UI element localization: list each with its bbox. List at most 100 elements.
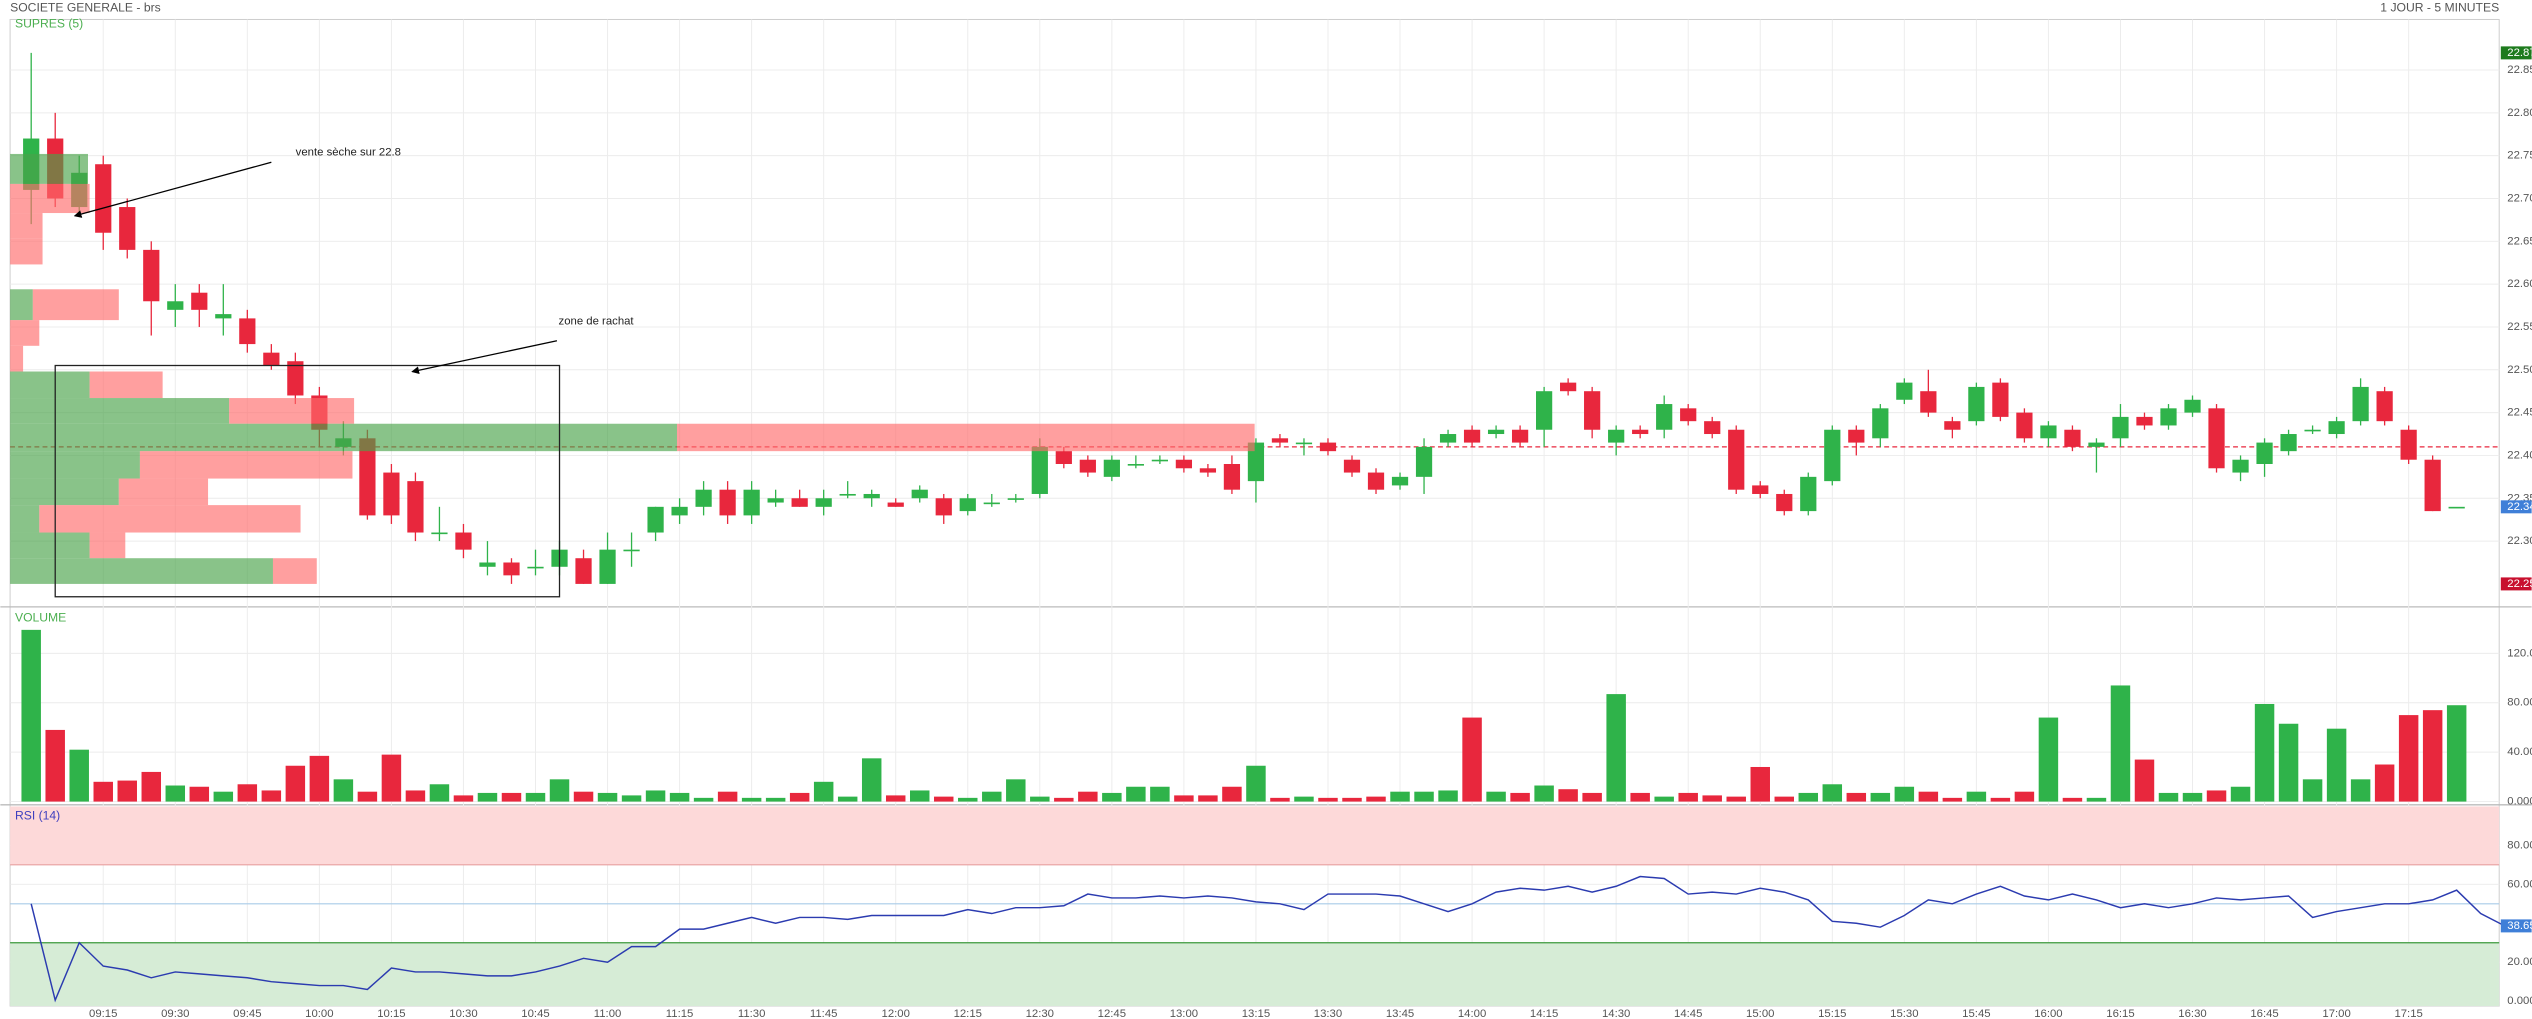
profile-sell — [10, 238, 43, 265]
candle-body — [815, 498, 832, 507]
candle-body — [2424, 459, 2441, 512]
volume-bar — [1702, 795, 1722, 802]
volume-bar — [1894, 786, 1915, 802]
x-tick-label: 09:45 — [233, 1008, 261, 1019]
profile-sell — [10, 213, 43, 239]
x-tick-label: 10:30 — [449, 1008, 477, 1019]
y-tick-label: 22.80 — [2507, 107, 2532, 119]
x-tick-label: 16:00 — [2034, 1008, 2062, 1019]
annotation: zone de rachat — [559, 315, 635, 327]
candle-body — [1704, 421, 1721, 435]
candle-body — [1944, 421, 1961, 430]
volume-bar — [741, 797, 762, 802]
candle-body — [1728, 429, 1745, 490]
y-tick-label: 22.30 — [2507, 535, 2532, 547]
rsi-tag-label: 38.65 — [2507, 920, 2532, 932]
candle-body — [2232, 459, 2249, 473]
candle-body — [1271, 438, 1289, 443]
x-tick-label: 14:15 — [1530, 1008, 1558, 1019]
profile-buy — [10, 558, 273, 584]
volume-bar — [2254, 703, 2275, 802]
candle-body — [671, 506, 688, 516]
x-tick-label: 11:00 — [594, 1008, 622, 1019]
volume-bar — [1582, 792, 1602, 802]
candle-body — [1872, 408, 1889, 439]
candle-body — [983, 502, 1000, 505]
profile-buy — [10, 451, 140, 479]
candle-body — [1584, 391, 1601, 430]
volume-bar — [213, 791, 234, 802]
candle-body — [623, 549, 640, 552]
x-tick-label: 16:15 — [2106, 1008, 2134, 1019]
candle-body — [1223, 464, 1241, 490]
volume-bar — [2014, 791, 2035, 802]
volume-bar — [1222, 786, 1242, 802]
candle-body — [479, 562, 496, 567]
x-tick-label: 11:30 — [738, 1008, 766, 1019]
volume-bar — [477, 792, 498, 802]
volume-bar — [2446, 705, 2467, 802]
volume-bar — [2086, 797, 2107, 802]
candle-body — [791, 498, 808, 507]
candle-body — [167, 301, 184, 310]
x-tick-label: 14:45 — [1674, 1008, 1702, 1019]
x-tick-label: 12:15 — [954, 1008, 982, 1019]
candle-body — [503, 562, 520, 576]
volume-bar — [453, 795, 474, 802]
candle-body — [287, 361, 304, 396]
volume-bar — [1726, 796, 1746, 802]
candle-body — [1247, 442, 1265, 482]
annotation-arrow — [73, 161, 272, 218]
volume-bar — [645, 790, 666, 802]
volume-bar — [1558, 789, 1578, 802]
candle-body — [1487, 429, 1505, 435]
candle-body — [2040, 425, 2057, 439]
candle-body — [1343, 459, 1361, 473]
x-tick-label: 12:30 — [1026, 1008, 1054, 1019]
volume-bar — [429, 784, 450, 802]
candle-body — [2136, 416, 2153, 426]
candle-body — [2088, 442, 2105, 447]
volume-bar — [1126, 786, 1146, 802]
x-tick-label: 12:45 — [1098, 1008, 1126, 1019]
volume-bar — [1942, 797, 1963, 802]
candle-body — [1560, 382, 1577, 392]
profile-buy — [10, 532, 90, 559]
candle-body — [215, 314, 232, 319]
x-tick-label: 15:30 — [1890, 1008, 1918, 1019]
candle-body — [695, 489, 712, 507]
volume-bar — [1438, 790, 1458, 802]
candle-body — [575, 558, 592, 584]
volume-bar — [1774, 796, 1794, 802]
volume-bar — [1342, 797, 1362, 802]
y-tick-label: 80.00 — [2507, 839, 2532, 851]
volume-bar — [765, 797, 786, 802]
volume-bar — [1246, 765, 1266, 802]
volume-bar — [189, 786, 210, 802]
volume-bar — [1678, 792, 1698, 802]
candle-body — [1536, 391, 1553, 430]
volume-bar — [93, 781, 113, 802]
candle-body — [743, 489, 760, 516]
annotation-arrow — [411, 340, 558, 375]
low-tag — [2500, 577, 2532, 591]
volume-bar — [333, 779, 354, 802]
candle-body — [1319, 442, 1337, 452]
y-tick-label: 22.55 — [2507, 321, 2532, 333]
volume-bar — [357, 791, 378, 802]
x-tick-label: 13:45 — [1386, 1008, 1414, 1019]
volume-bar — [2182, 792, 2203, 802]
candle-body — [1151, 459, 1168, 462]
volume-bar — [1486, 791, 1506, 802]
candle-body — [2304, 429, 2321, 432]
panel-title: RSI (14) — [15, 808, 60, 822]
rsi-line — [30, 875, 2506, 1003]
x-tick-label: 10:15 — [377, 1008, 405, 1019]
candle-body — [359, 438, 376, 516]
last-tag-label: 22.34 — [2507, 501, 2532, 513]
candle-body — [1079, 459, 1096, 473]
volume-bar — [1918, 791, 1939, 802]
last-tag — [2500, 500, 2532, 514]
